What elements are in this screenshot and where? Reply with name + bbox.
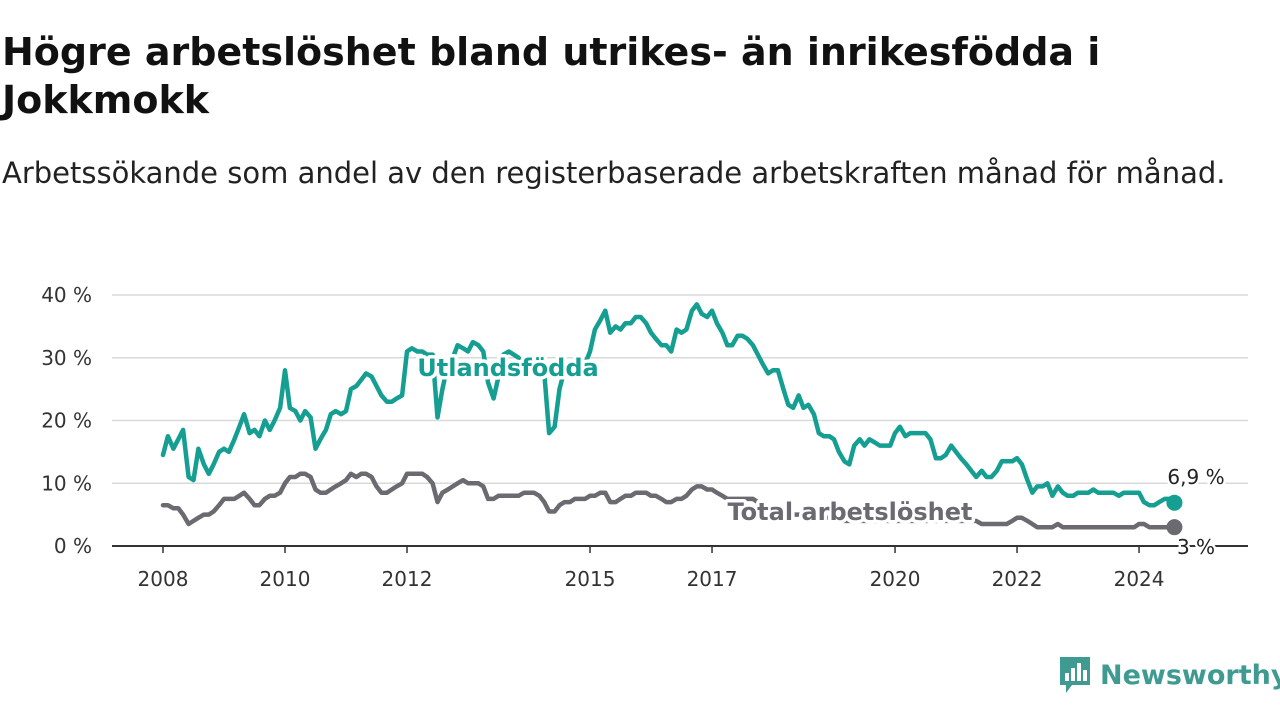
- x-axis-ticks: 2008 2010 2012 2015 2017 2020 2022 2024: [138, 546, 1165, 590]
- x-tick-label: 2017: [687, 567, 738, 590]
- x-tick-label: 2012: [382, 567, 433, 590]
- x-tick-label: 2008: [138, 567, 189, 590]
- end-label-total: 3 %: [1177, 535, 1215, 559]
- line-chart: 0 % 10 % 20 % 30 % 40 % 2008 2010 2012 2015 2017…: [41, 283, 1248, 590]
- y-tick-label: 0 %: [54, 534, 92, 558]
- y-tick-label: 10 %: [41, 471, 92, 495]
- end-label-utlandsfodda: 6,9 %: [1167, 465, 1224, 489]
- chart-subtitle: Arbetssökande som andel av den registerb…: [2, 156, 1226, 190]
- x-tick-label: 2020: [870, 567, 921, 590]
- x-tick-label: 2015: [565, 567, 616, 590]
- series-labels: Utlandsfödda Total arbetslöshet 6,9 % 3 %: [414, 351, 1227, 562]
- y-tick-label: 40 %: [41, 283, 92, 307]
- x-tick-label: 2024: [1114, 567, 1165, 590]
- brand-logo: Newsworthy: [1058, 655, 1280, 695]
- series-line-utlandsfodda: [160, 302, 1177, 508]
- brand-name: Newsworthy: [1100, 659, 1280, 691]
- series-end-dot: [1166, 519, 1183, 536]
- x-tick-label: 2022: [992, 567, 1043, 590]
- series-end-dot: [1166, 494, 1183, 511]
- chart-title: Högre arbetslöshet bland utrikes- än inr…: [2, 30, 1101, 122]
- series-line-total: [160, 471, 1177, 530]
- series-label-utlandsfodda: Utlandsfödda: [417, 354, 598, 382]
- y-tick-label: 30 %: [41, 346, 92, 370]
- series-label-total: Total arbetslöshet: [727, 498, 972, 526]
- newsworthy-logo-icon: [1060, 657, 1090, 693]
- x-tick-label: 2010: [260, 567, 311, 590]
- series-lines: [160, 302, 1183, 536]
- y-tick-label: 20 %: [41, 409, 92, 433]
- y-axis-ticks: 0 % 10 % 20 % 30 % 40 %: [41, 283, 92, 558]
